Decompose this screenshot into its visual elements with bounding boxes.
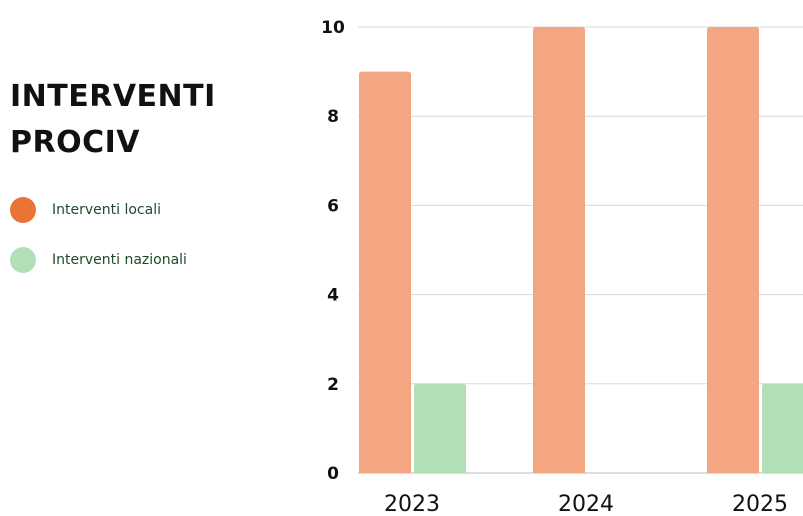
legend-item-nazionali: Interventi nazionali	[10, 247, 187, 273]
y-tick-label-2: 2	[327, 375, 339, 395]
y-tick-label-10: 10	[321, 18, 345, 38]
chart-title: INTERVENTI PROCIV	[10, 74, 216, 166]
chart-legend: Interventi locali Interventi nazionali	[10, 197, 187, 297]
bar-2024-locali	[533, 27, 585, 473]
legend-label-nazionali: Interventi nazionali	[52, 252, 187, 268]
bar-2023-nazionali	[414, 383, 466, 473]
chart-title-line-1: INTERVENTI	[10, 79, 216, 114]
y-tick-label-4: 4	[327, 286, 339, 306]
legend-item-locali: Interventi locali	[10, 197, 187, 223]
legend-label-locali: Interventi locali	[52, 202, 161, 218]
legend-swatch-nazionali	[10, 247, 36, 273]
bar-2023-locali	[359, 71, 411, 473]
x-tick-label-2024: 2024	[558, 492, 614, 516]
legend-swatch-locali	[10, 197, 36, 223]
chart-title-line-2: PROCIV	[10, 125, 140, 160]
x-tick-label-2023: 2023	[384, 492, 440, 516]
y-tick-label-0: 0	[327, 464, 339, 484]
y-tick-label-6: 6	[327, 196, 339, 216]
x-tick-label-2025: 2025	[732, 492, 788, 516]
bar-2025-locali	[707, 27, 759, 473]
bar-2025-nazionali	[762, 383, 803, 473]
y-tick-label-8: 8	[327, 107, 339, 127]
